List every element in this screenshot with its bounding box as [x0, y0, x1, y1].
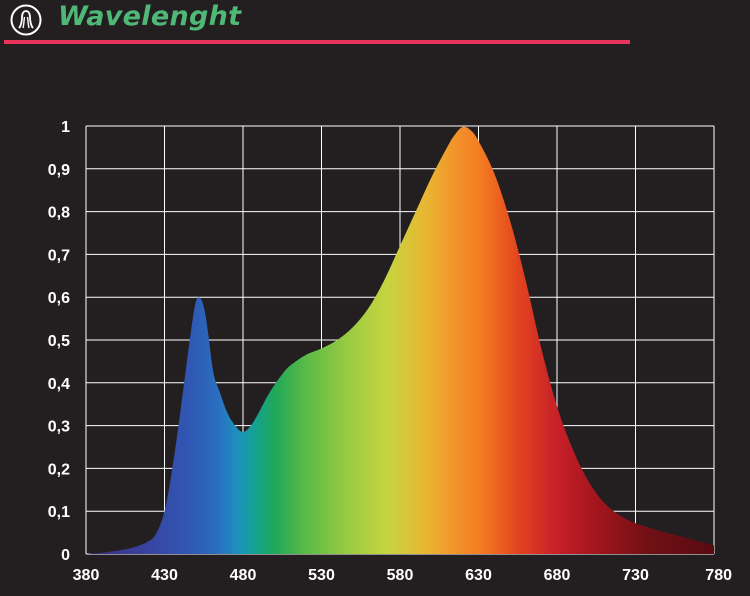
- y-tick-label: 1: [61, 119, 70, 136]
- y-axis-ticks: 0 0,1 0,2 0,3 0,4 0,5 0,6 0,7 0,8 0,9 1: [48, 119, 70, 564]
- x-axis-ticks: 380 430 480 530 580 630 680 730 780: [73, 567, 732, 584]
- y-tick-label: 0,3: [48, 419, 70, 436]
- light-bulb-icon: [10, 4, 42, 36]
- y-tick-label: 0,6: [48, 290, 70, 307]
- y-tick-label: 0,8: [48, 205, 70, 222]
- y-tick-label: 0,5: [48, 333, 70, 350]
- y-tick-label: 0: [61, 547, 70, 564]
- spectrum-area: [86, 126, 714, 554]
- x-tick-label: 480: [230, 567, 257, 584]
- title-divider: [4, 40, 630, 44]
- y-tick-label: 0,1: [48, 504, 70, 521]
- chart-title: Wavelenght: [58, 1, 242, 32]
- x-tick-label: 680: [544, 567, 571, 584]
- chart-header: Wavelenght: [0, 0, 750, 50]
- y-tick-label: 0,2: [48, 461, 70, 478]
- x-tick-label: 380: [73, 567, 100, 584]
- x-tick-label: 780: [705, 567, 732, 584]
- x-tick-label: 630: [465, 567, 492, 584]
- y-tick-label: 0,7: [48, 247, 70, 264]
- y-tick-label: 0,9: [48, 162, 70, 179]
- x-tick-label: 580: [387, 567, 414, 584]
- x-tick-label: 530: [308, 567, 335, 584]
- x-tick-label: 730: [622, 567, 649, 584]
- x-tick-label: 430: [151, 567, 178, 584]
- y-tick-label: 0,4: [48, 376, 70, 393]
